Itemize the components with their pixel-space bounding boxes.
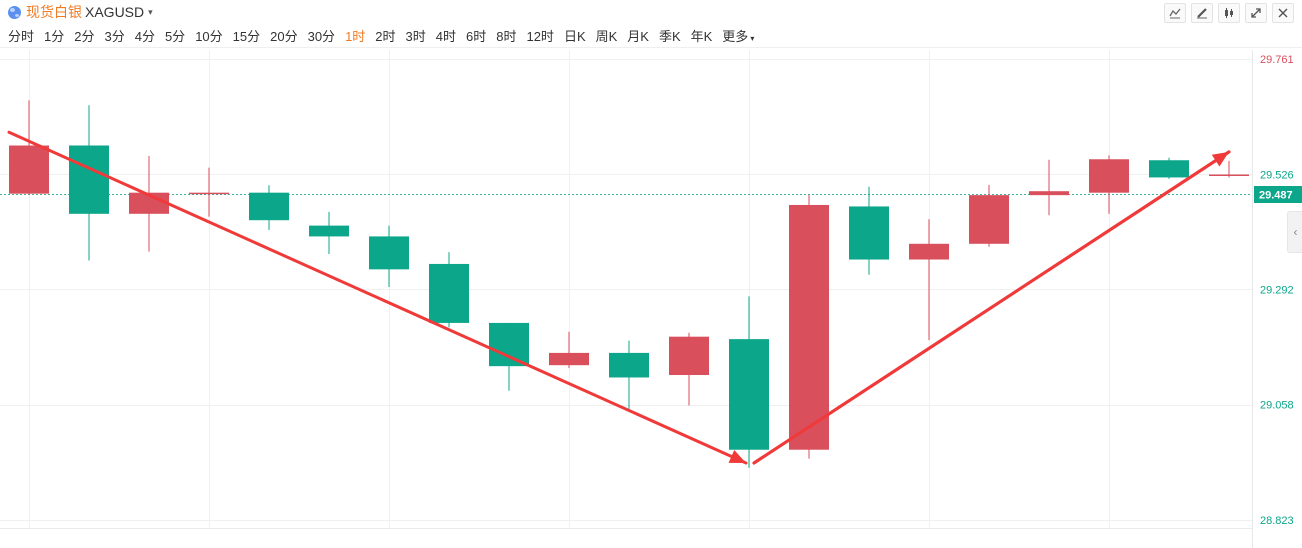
timeframe-9[interactable]: 30分	[307, 29, 336, 44]
current-price-tag	[1254, 186, 1302, 203]
timeframe-8[interactable]: 20分	[270, 29, 298, 44]
y-axis-label-3: 29.058	[1260, 400, 1294, 412]
timeframe-bar: 分时 1分 2分 3分 4分 5分 10分 15分 20分 30分 1时 2时 3时 4时 6时 8时 12时日…	[8, 26, 774, 45]
candle-type-button[interactable]	[1218, 3, 1240, 23]
y-axis-label-1: 29.526	[1260, 169, 1294, 181]
candle-body-11	[669, 336, 709, 376]
candle-type-icon	[1225, 8, 1233, 18]
candle-body-0	[9, 145, 49, 194]
timeframe-10[interactable]: 1时	[345, 29, 366, 44]
fullscreen-icon	[1251, 8, 1261, 18]
candle-body-3	[189, 192, 229, 195]
trend-arrow-line-0	[7, 130, 748, 465]
candle-body-17	[1029, 191, 1069, 196]
candle-body-6	[369, 236, 409, 270]
symbol-code: XAGUSD	[85, 4, 145, 20]
symbol-selector[interactable]: 现货白银 XAGUSD ▾	[8, 2, 153, 22]
panel-collapse-button[interactable]: ‹	[1287, 211, 1302, 253]
line-tool-icon	[1169, 8, 1181, 19]
timeframe-11[interactable]: 2时	[375, 29, 396, 44]
candle-body-1	[69, 145, 109, 214]
close-button[interactable]	[1272, 3, 1294, 23]
candle-body-9	[549, 352, 589, 366]
timeframe-15[interactable]: 8时	[496, 29, 517, 44]
more-timeframes-button[interactable]: 更多 ▾	[722, 26, 764, 45]
candle-body-15	[909, 243, 949, 260]
line-tool-button[interactable]	[1164, 3, 1186, 23]
trend-arrow-head-1	[1211, 151, 1229, 167]
candle-body-5	[309, 225, 349, 237]
candle-body-7	[429, 263, 469, 323]
timeframe-3[interactable]: 3分	[104, 29, 125, 44]
draw-tool-icon	[1197, 8, 1207, 19]
timeframe-0[interactable]: 分时	[8, 29, 35, 44]
globe-icon	[8, 5, 21, 19]
trend-arrow-head-0	[728, 450, 746, 463]
candle-body-8	[489, 322, 529, 367]
candle-body-18	[1089, 159, 1129, 193]
timeframe-21[interactable]: 年K	[690, 29, 713, 44]
candle-body-4	[249, 192, 289, 221]
timeframe-17[interactable]: 日K	[563, 29, 586, 44]
timeframe-18[interactable]: 周K	[595, 29, 618, 44]
y-axis-label-4: 28.823	[1260, 515, 1294, 527]
timeframe-19[interactable]: 月K	[627, 29, 649, 44]
candle-body-13	[789, 204, 829, 450]
timeframe-13[interactable]: 4时	[435, 29, 456, 44]
chart-header: 现货白银 XAGUSD ▾	[0, 0, 1302, 23]
timeframe-14[interactable]: 6时	[466, 29, 487, 44]
timeframe-20[interactable]: 季K	[658, 29, 681, 44]
y-axis-label-2: 29.292	[1260, 285, 1294, 297]
timeframe-6[interactable]: 10分	[195, 29, 223, 44]
timeframe-4[interactable]: 4分	[134, 29, 155, 44]
timeframe-5[interactable]: 5分	[164, 29, 186, 44]
more-label: 更多	[722, 29, 749, 44]
candle-body-20	[1209, 174, 1249, 176]
timeframe-7[interactable]: 15分	[232, 29, 261, 44]
timeframe-16[interactable]: 12时	[526, 29, 554, 44]
chevron-down-icon: ▾	[148, 6, 153, 17]
candle-body-12	[729, 339, 769, 450]
candle-body-16	[969, 195, 1009, 244]
current-price-label: 29.487	[1259, 190, 1293, 202]
candle-body-14	[849, 206, 889, 260]
y-axis-label-0: 29.761	[1260, 54, 1294, 66]
symbol-name: 现货白银	[26, 4, 82, 20]
draw-tool-button[interactable]	[1191, 3, 1213, 23]
timeframe-12[interactable]: 3时	[405, 29, 426, 44]
toolbar	[1164, 3, 1294, 23]
chevron-down-icon: ▾	[750, 34, 755, 43]
chevron-left-icon: ‹	[1293, 225, 1298, 239]
timeframe-2[interactable]: 2分	[74, 29, 95, 44]
timeframe-1[interactable]: 1分	[44, 29, 65, 44]
candle-body-19	[1149, 160, 1189, 178]
trend-arrow-line-1	[752, 150, 1231, 465]
fullscreen-button[interactable]	[1245, 3, 1267, 23]
close-icon	[1278, 8, 1288, 18]
candle-body-10	[609, 352, 649, 378]
